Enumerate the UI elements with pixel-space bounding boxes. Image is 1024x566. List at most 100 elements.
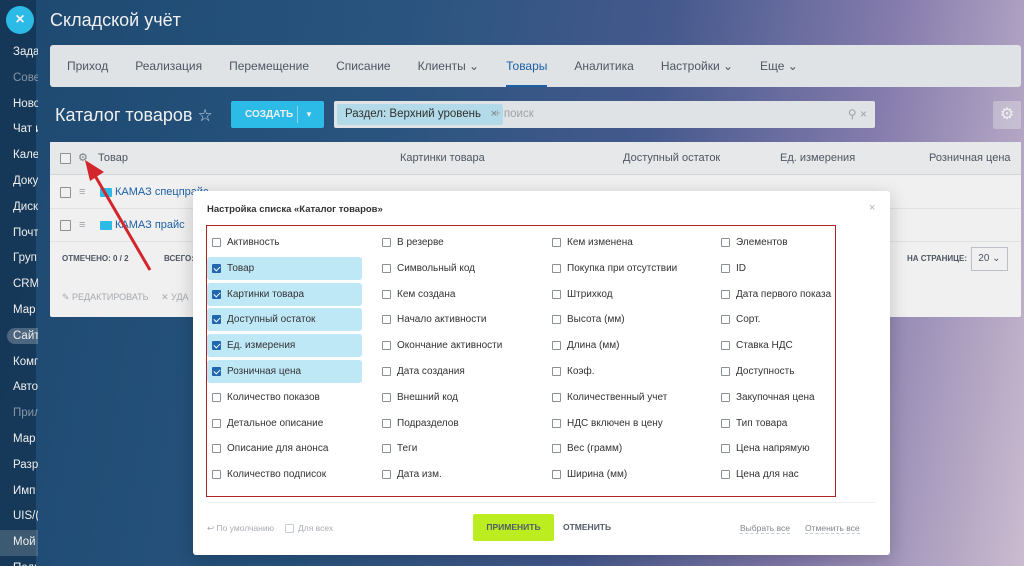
field-checkbox[interactable] xyxy=(552,444,561,454)
field-option[interactable]: Покупка при отсутствии xyxy=(547,257,707,280)
field-option[interactable]: Высота (мм) xyxy=(547,308,707,331)
column-header-images[interactable]: Картинки товара xyxy=(400,152,485,164)
sidebar-item[interactable]: Сове xyxy=(0,66,38,92)
edit-action[interactable]: ✎ РЕДАКТИРОВАТЬ xyxy=(62,292,149,302)
reset-default-link[interactable]: ↩ По умолчанию xyxy=(207,523,274,533)
field-checkbox[interactable] xyxy=(382,341,391,351)
gear-icon[interactable]: ⚙ xyxy=(993,101,1021,129)
field-checkbox[interactable] xyxy=(212,341,221,351)
column-header-unit[interactable]: Ед. измерения xyxy=(780,152,856,164)
field-option[interactable]: Ставка НДС xyxy=(716,334,876,357)
row-title-link[interactable]: КАМАЗ спецпрайс xyxy=(115,186,209,198)
tab-4[interactable]: Клиенты ⌄ xyxy=(417,59,480,73)
sidebar-item[interactable]: Поди xyxy=(0,556,38,566)
field-checkbox[interactable] xyxy=(721,315,730,325)
search-icon[interactable]: ⚲ × xyxy=(847,107,867,121)
field-option[interactable]: Доступность xyxy=(716,360,876,383)
field-checkbox[interactable] xyxy=(552,392,561,402)
field-option[interactable]: Количество показов xyxy=(207,386,367,409)
field-option[interactable]: Описание для анонса xyxy=(207,437,367,460)
field-checkbox[interactable] xyxy=(212,238,221,247)
field-checkbox[interactable] xyxy=(721,392,730,402)
apply-button[interactable]: ПРИМЕНИТЬ xyxy=(473,514,554,541)
row-checkbox[interactable] xyxy=(60,220,71,231)
field-checkbox[interactable] xyxy=(212,366,221,376)
sidebar-item[interactable]: Зада xyxy=(0,40,38,66)
sidebar-item[interactable]: Мар xyxy=(0,427,38,453)
field-checkbox[interactable] xyxy=(552,341,561,351)
field-option[interactable]: Подразделов xyxy=(377,412,537,435)
delete-action[interactable]: ✕ УДА xyxy=(161,292,189,302)
sidebar-item[interactable]: Имп xyxy=(0,479,38,505)
field-checkbox[interactable] xyxy=(212,263,221,273)
chevron-down-icon[interactable]: ▼ xyxy=(305,110,313,119)
column-header-stock[interactable]: Доступный остаток xyxy=(623,152,721,164)
field-checkbox[interactable] xyxy=(212,418,221,428)
sidebar-item[interactable]: CRM xyxy=(0,272,38,298)
field-option[interactable]: ID xyxy=(716,257,876,280)
field-option[interactable]: Штрихкод xyxy=(547,283,707,306)
field-option[interactable]: Товар xyxy=(207,256,362,280)
field-checkbox[interactable] xyxy=(721,289,730,299)
field-option[interactable]: Дата изм. xyxy=(377,463,537,486)
tab-7[interactable]: Настройки ⌄ xyxy=(660,59,734,73)
field-checkbox[interactable] xyxy=(552,418,561,428)
select-all-checkbox[interactable] xyxy=(60,153,71,164)
star-icon[interactable]: ☆ xyxy=(197,106,213,125)
create-button[interactable]: СОЗДАТЬ ▼ xyxy=(231,101,324,128)
field-checkbox[interactable] xyxy=(382,418,391,428)
drag-handle-icon[interactable]: ≡ xyxy=(79,186,86,198)
field-checkbox[interactable] xyxy=(721,238,730,247)
row-checkbox[interactable] xyxy=(60,187,71,198)
field-checkbox[interactable] xyxy=(212,315,221,325)
tab-0[interactable]: Приход xyxy=(67,59,109,73)
field-checkbox[interactable] xyxy=(382,315,391,325)
sidebar-item[interactable]: Чат и xyxy=(0,117,38,143)
column-header-price[interactable]: Розничная цена xyxy=(929,152,1011,164)
sidebar-item[interactable]: Кале xyxy=(0,143,38,169)
field-option[interactable]: В резерве xyxy=(377,231,537,254)
filter-chip[interactable]: Раздел: Верхний уровень × xyxy=(337,104,504,125)
field-checkbox[interactable] xyxy=(382,392,391,402)
field-option[interactable]: Сорт. xyxy=(716,308,876,331)
sidebar-item[interactable]: Диск xyxy=(0,195,38,221)
sidebar-item[interactable]: Доку xyxy=(0,169,38,195)
field-option[interactable]: Начало активности xyxy=(377,308,537,331)
field-option[interactable]: Цена напрямую xyxy=(716,437,876,460)
field-checkbox[interactable] xyxy=(552,263,561,273)
field-option[interactable]: Активность xyxy=(207,231,367,254)
field-option[interactable]: Окончание активности xyxy=(377,334,537,357)
field-checkbox[interactable] xyxy=(382,263,391,273)
close-icon[interactable]: × xyxy=(869,202,876,214)
gear-icon[interactable]: ⚙ xyxy=(78,152,88,164)
drag-handle-icon[interactable]: ≡ xyxy=(79,219,86,231)
field-option[interactable]: Кем создана xyxy=(377,283,537,306)
field-checkbox[interactable] xyxy=(212,444,221,454)
field-option[interactable]: Дата создания xyxy=(377,360,537,383)
field-option[interactable]: Закупочная цена xyxy=(716,386,876,409)
sidebar-item[interactable]: Почт xyxy=(0,221,38,247)
field-checkbox[interactable] xyxy=(721,470,730,480)
tab-6[interactable]: Аналитика xyxy=(574,59,634,73)
field-option[interactable]: Дата первого показа xyxy=(716,283,876,306)
field-checkbox[interactable] xyxy=(382,289,391,299)
field-option[interactable]: Ширина (мм) xyxy=(547,463,707,486)
field-option[interactable]: Цена для нас xyxy=(716,463,876,486)
field-checkbox[interactable] xyxy=(552,289,561,299)
field-checkbox[interactable] xyxy=(552,470,561,480)
field-checkbox[interactable] xyxy=(721,418,730,428)
search-input[interactable]: + поиск xyxy=(494,108,534,120)
cancel-button[interactable]: ОТМЕНИТЬ xyxy=(563,522,612,532)
field-checkbox[interactable] xyxy=(721,444,730,454)
sidebar-item[interactable]: Ново xyxy=(0,92,38,118)
row-title-link[interactable]: КАМАЗ прайс xyxy=(115,219,185,231)
tab-3[interactable]: Списание xyxy=(336,59,391,73)
field-option[interactable]: Кем изменена xyxy=(547,231,707,254)
tab-2[interactable]: Перемещение xyxy=(229,59,310,73)
sidebar-item[interactable]: Мар xyxy=(0,298,38,324)
field-option[interactable]: Картинки товара xyxy=(207,282,362,306)
sidebar-item[interactable]: Авто xyxy=(0,375,38,401)
chip-close-icon[interactable]: × xyxy=(490,108,498,120)
field-checkbox[interactable] xyxy=(552,238,561,247)
field-option[interactable]: Розничная цена xyxy=(207,359,362,383)
